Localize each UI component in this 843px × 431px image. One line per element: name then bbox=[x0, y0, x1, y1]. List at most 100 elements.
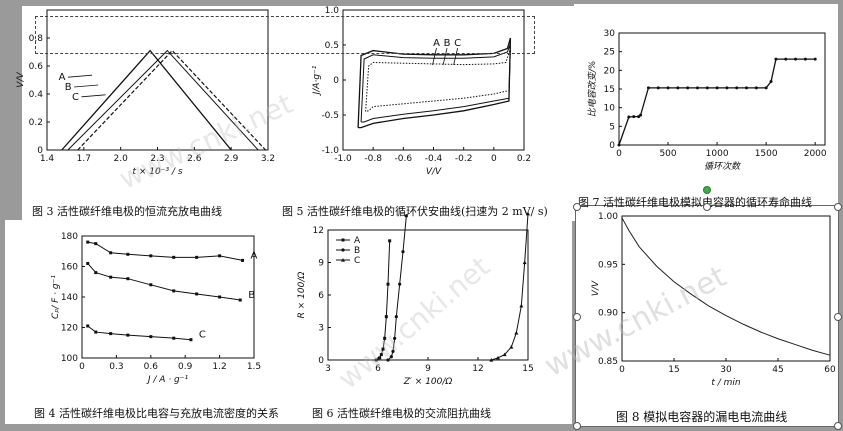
fig6-legend-label-C: C bbox=[354, 256, 360, 266]
fig3-caption: 图 3 活性碳纤维电极的恒流充放电曲线 bbox=[32, 205, 222, 218]
fig6-data-point bbox=[389, 355, 393, 359]
fig7-data-point bbox=[656, 86, 660, 90]
fig6-legend-label-A: A bbox=[354, 236, 361, 246]
fig4-xtick-label: 1.5 bbox=[247, 362, 261, 372]
fig7-data-point bbox=[686, 86, 690, 90]
fig4-data-point bbox=[109, 251, 113, 255]
fig6-ytick-label: 12 bbox=[313, 226, 324, 236]
fig4-data-point bbox=[94, 330, 98, 334]
fig8-xtick-label: 30 bbox=[720, 365, 732, 375]
fig7-data-point bbox=[784, 57, 788, 61]
fig5-label-leader bbox=[453, 47, 459, 66]
fig5-xtick-label: -0.6 bbox=[395, 154, 413, 164]
fig5-ytick-label: 0.5 bbox=[325, 41, 339, 51]
fig3-series-A bbox=[61, 49, 232, 151]
fig6-data-point bbox=[381, 347, 385, 351]
fig4-series-label-A: A bbox=[251, 250, 258, 261]
fig4-data-point bbox=[109, 275, 113, 279]
fig7-data-point bbox=[764, 86, 768, 90]
fig4-data-point bbox=[218, 295, 222, 299]
fig6-data-point bbox=[514, 330, 519, 335]
fig8-xtick-label: 0 bbox=[619, 365, 625, 375]
fig4-caption: 图 4 活性碳纤维电极比电容与充放电流密度的关系 bbox=[34, 407, 279, 420]
fig8-series-line bbox=[621, 217, 831, 356]
fig7-caption: 图 7 活性碳纤维电极模拟电容器的循环寿命曲线 bbox=[578, 196, 812, 209]
fig6-legend-marker bbox=[341, 238, 345, 242]
fig4-series-B bbox=[87, 263, 241, 301]
fig4-data-point bbox=[149, 283, 153, 287]
fig7-ytick-label: 10 bbox=[604, 104, 616, 114]
fig6-data-point bbox=[388, 239, 392, 243]
fig8-xlabel: t / min bbox=[711, 378, 741, 388]
fig7-ytick-label: 15 bbox=[604, 85, 615, 95]
fig5-series-B bbox=[360, 43, 511, 123]
fig7-data-point bbox=[769, 80, 773, 84]
fig5-label-leader bbox=[432, 47, 437, 66]
fig3-label-leader bbox=[74, 84, 99, 88]
fig4-xtick-label: 0.6 bbox=[144, 362, 159, 372]
fig3-xtick-label: 2.3 bbox=[150, 154, 164, 164]
fig4-xtick-label: 1.2 bbox=[212, 362, 226, 372]
fig4-data-point bbox=[172, 289, 176, 293]
fig6-data-point bbox=[398, 282, 402, 286]
dashed-highlight-box bbox=[35, 16, 535, 54]
fig7-ytick-label: 5 bbox=[609, 122, 615, 132]
fig5-ytick-label: 0 bbox=[333, 76, 339, 86]
fig5-ytick-label: 1.0 bbox=[325, 6, 340, 16]
fig6-legend-marker bbox=[341, 258, 345, 262]
fig5-xtick-label: -0.8 bbox=[364, 154, 382, 164]
fig4-data-point bbox=[172, 336, 176, 340]
fig4-data-point bbox=[86, 261, 90, 265]
resize-handle-top-right[interactable] bbox=[834, 203, 842, 211]
fig6-legend-label-B: B bbox=[354, 246, 360, 256]
fig8-panel[interactable] bbox=[575, 205, 839, 427]
fig6-data-point bbox=[378, 356, 382, 360]
fig4-plot-frame bbox=[81, 235, 255, 359]
resize-handle-top-left[interactable] bbox=[573, 203, 581, 211]
fig4-ytick-label: 180 bbox=[61, 232, 78, 242]
fig6-ytick-label: 0 bbox=[318, 356, 324, 366]
fig3-ytick-label: 0.4 bbox=[29, 90, 44, 100]
fig7-data-point bbox=[639, 113, 643, 117]
fig5-xtick-label: -1.0 bbox=[334, 154, 352, 164]
fig8-xtick-label: 60 bbox=[824, 365, 836, 375]
resize-handle-left[interactable] bbox=[573, 313, 581, 321]
fig6-data-point bbox=[401, 250, 405, 254]
fig8-ytick-label: 1.00 bbox=[598, 212, 618, 222]
resize-handle-right[interactable] bbox=[834, 313, 842, 321]
fig5-series-C bbox=[365, 48, 511, 112]
fig6-data-point bbox=[383, 336, 387, 340]
resize-handle-top[interactable] bbox=[703, 203, 711, 211]
rotate-handle[interactable] bbox=[703, 186, 711, 194]
fig4-ylabel: Cₚ/ F · g⁻¹ bbox=[51, 275, 61, 319]
fig5-ytick-label: -0.5 bbox=[321, 111, 339, 121]
fig3-label-leader bbox=[67, 74, 93, 78]
fig6-data-point bbox=[519, 303, 524, 308]
fig4-data-point bbox=[149, 335, 153, 339]
fig6-ytick-label: 9 bbox=[318, 259, 324, 269]
fig7-data-point bbox=[774, 57, 778, 61]
fig8-ytick-label: 0.85 bbox=[598, 357, 618, 367]
fig4-data-point bbox=[241, 258, 245, 262]
fig4-data-point bbox=[94, 271, 98, 275]
fig6-series-C bbox=[491, 213, 529, 361]
fig7-data-point bbox=[617, 143, 621, 147]
fig6-xtick-label: 12 bbox=[472, 364, 483, 374]
fig7-xtick-label: 1500 bbox=[755, 149, 778, 159]
fig6-xtick-label: 9 bbox=[425, 364, 431, 374]
fig6-data-point bbox=[404, 214, 408, 218]
fig3-ytick-label: 0 bbox=[37, 146, 43, 156]
fig5-xtick-label: 0 bbox=[491, 154, 497, 164]
fig4-series-label-C: C bbox=[199, 330, 206, 341]
fig5-xtick-label: -0.2 bbox=[455, 154, 473, 164]
fig3-series-label-C: C bbox=[72, 92, 79, 103]
fig7-xlabel: 循环次数 bbox=[704, 161, 741, 172]
fig4-data-point bbox=[109, 332, 113, 336]
fig6-data-point bbox=[526, 211, 530, 216]
resize-handle-bottom-left[interactable] bbox=[573, 422, 581, 430]
resize-handle-bottom-right[interactable] bbox=[834, 422, 842, 430]
fig6-data-point bbox=[384, 315, 388, 319]
fig6-data-point bbox=[391, 349, 395, 353]
fig3-xtick-label: 2.0 bbox=[114, 154, 129, 164]
